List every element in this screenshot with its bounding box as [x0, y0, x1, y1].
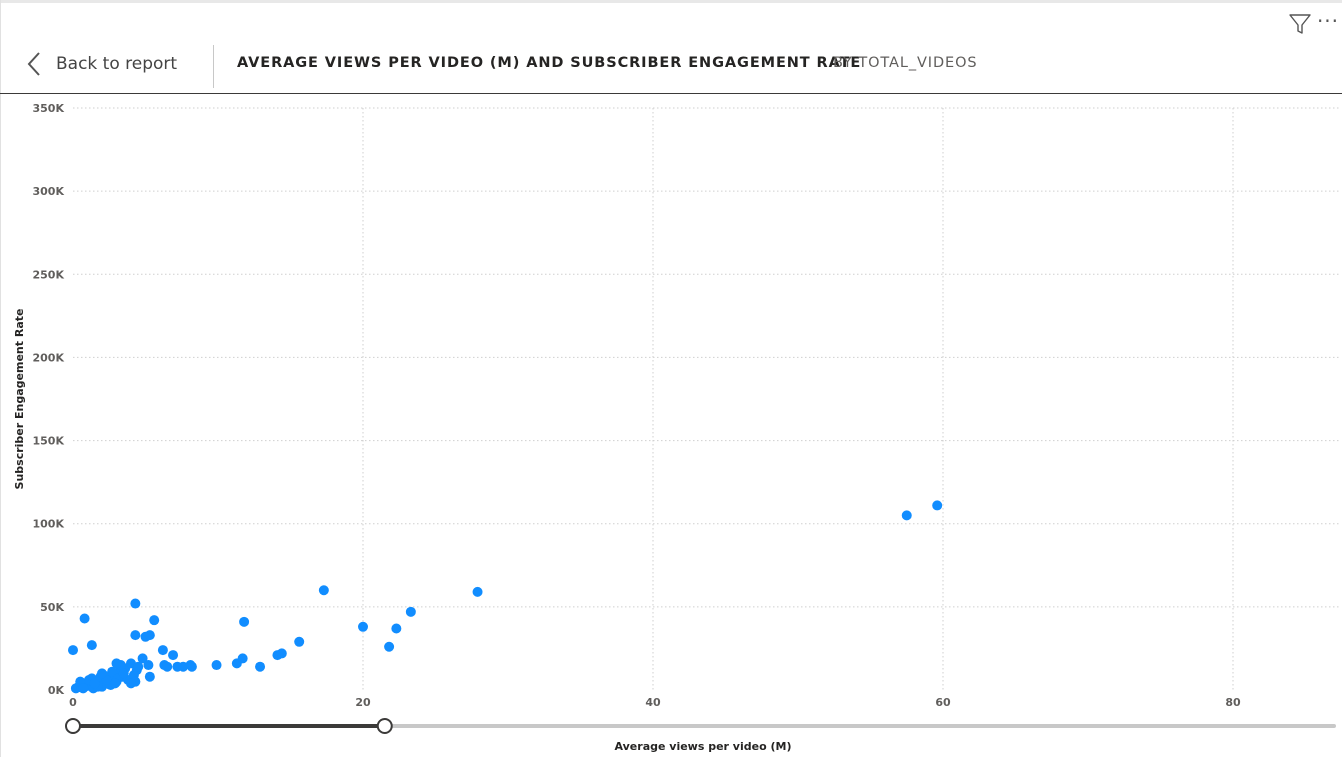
y-tick-label: 350K	[33, 102, 65, 115]
back-to-report-label: Back to report	[56, 54, 178, 74]
data-point[interactable]	[118, 668, 129, 679]
y-axis-title: Subscriber Engagement Rate	[13, 309, 26, 490]
y-tick-label: 100K	[33, 518, 65, 531]
visual-toolbar: ···	[1286, 10, 1342, 38]
data-point[interactable]	[901, 510, 912, 521]
data-point[interactable]	[110, 678, 121, 689]
x-axis-ticks: 0 20 40 60 80	[69, 696, 1241, 709]
data-point[interactable]	[294, 636, 305, 647]
y-axis-ticks: 0K 50K 100K 150K 200K 250K 300K 350K	[33, 102, 65, 697]
data-point[interactable]	[358, 621, 368, 632]
y-tick-label: 150K	[33, 435, 65, 448]
filter-icon[interactable]	[1286, 10, 1314, 38]
data-point[interactable]	[79, 613, 90, 624]
x-tick-label: 80	[1225, 696, 1241, 709]
data-point[interactable]	[318, 585, 329, 596]
data-point[interactable]	[168, 650, 179, 661]
data-point[interactable]	[149, 615, 160, 626]
data-point[interactable]	[133, 661, 144, 672]
data-point[interactable]	[255, 661, 266, 672]
data-point[interactable]	[157, 645, 168, 656]
y-tick-label: 50K	[40, 601, 64, 614]
data-point[interactable]	[130, 630, 141, 641]
x-tick-label: 0	[69, 696, 77, 709]
y-tick-label: 250K	[33, 268, 65, 281]
more-options-icon[interactable]: ···	[1316, 9, 1340, 33]
data-points	[68, 500, 943, 694]
data-point[interactable]	[932, 500, 943, 511]
data-point[interactable]	[130, 598, 141, 609]
data-point[interactable]	[472, 586, 483, 597]
slider-handle-left[interactable]	[65, 718, 81, 734]
x-tick-label: 60	[935, 696, 951, 709]
data-point[interactable]	[144, 630, 155, 641]
data-point[interactable]	[68, 645, 78, 656]
data-point[interactable]	[384, 641, 395, 652]
data-point[interactable]	[405, 606, 416, 617]
slider-handle-right[interactable]	[376, 718, 393, 734]
data-point[interactable]	[86, 640, 97, 651]
back-to-report-button[interactable]: Back to report	[26, 49, 177, 79]
y-tick-label: 300K	[33, 185, 65, 198]
header-divider	[213, 45, 214, 88]
x-axis-title: Average views per video (M)	[615, 740, 792, 753]
focus-mode-header: Back to report AVERAGE VIEWS PER VIDEO (…	[0, 40, 1342, 94]
data-point[interactable]	[111, 658, 122, 669]
data-point[interactable]	[89, 678, 100, 689]
data-point[interactable]	[186, 661, 197, 672]
data-point[interactable]	[276, 648, 287, 659]
data-point[interactable]	[107, 666, 118, 677]
x-axis-zoom-slider	[65, 718, 1336, 734]
data-point[interactable]	[78, 683, 89, 694]
window-left-border	[0, 0, 1, 757]
visual-title: AVERAGE VIEWS PER VIDEO (M) AND SUBSCRIB…	[237, 55, 862, 71]
y-tick-label: 200K	[33, 351, 65, 364]
data-point[interactable]	[143, 660, 154, 671]
data-point[interactable]	[126, 678, 136, 689]
grid-layer	[73, 107, 1340, 690]
data-point[interactable]	[97, 668, 107, 679]
data-point[interactable]	[239, 616, 250, 627]
data-point[interactable]	[391, 623, 402, 634]
y-tick-label: 0K	[48, 684, 65, 697]
x-tick-label: 20	[355, 696, 371, 709]
visual-subtitle: BY TOTAL_VIDEOS	[833, 55, 978, 71]
data-point[interactable]	[237, 653, 248, 664]
data-point[interactable]	[211, 660, 222, 671]
data-point[interactable]	[162, 661, 173, 672]
data-point[interactable]	[144, 671, 155, 682]
data-point[interactable]	[137, 653, 148, 664]
chevron-left-icon	[27, 52, 40, 76]
x-tick-label: 40	[645, 696, 661, 709]
window-top-border	[0, 0, 1342, 3]
